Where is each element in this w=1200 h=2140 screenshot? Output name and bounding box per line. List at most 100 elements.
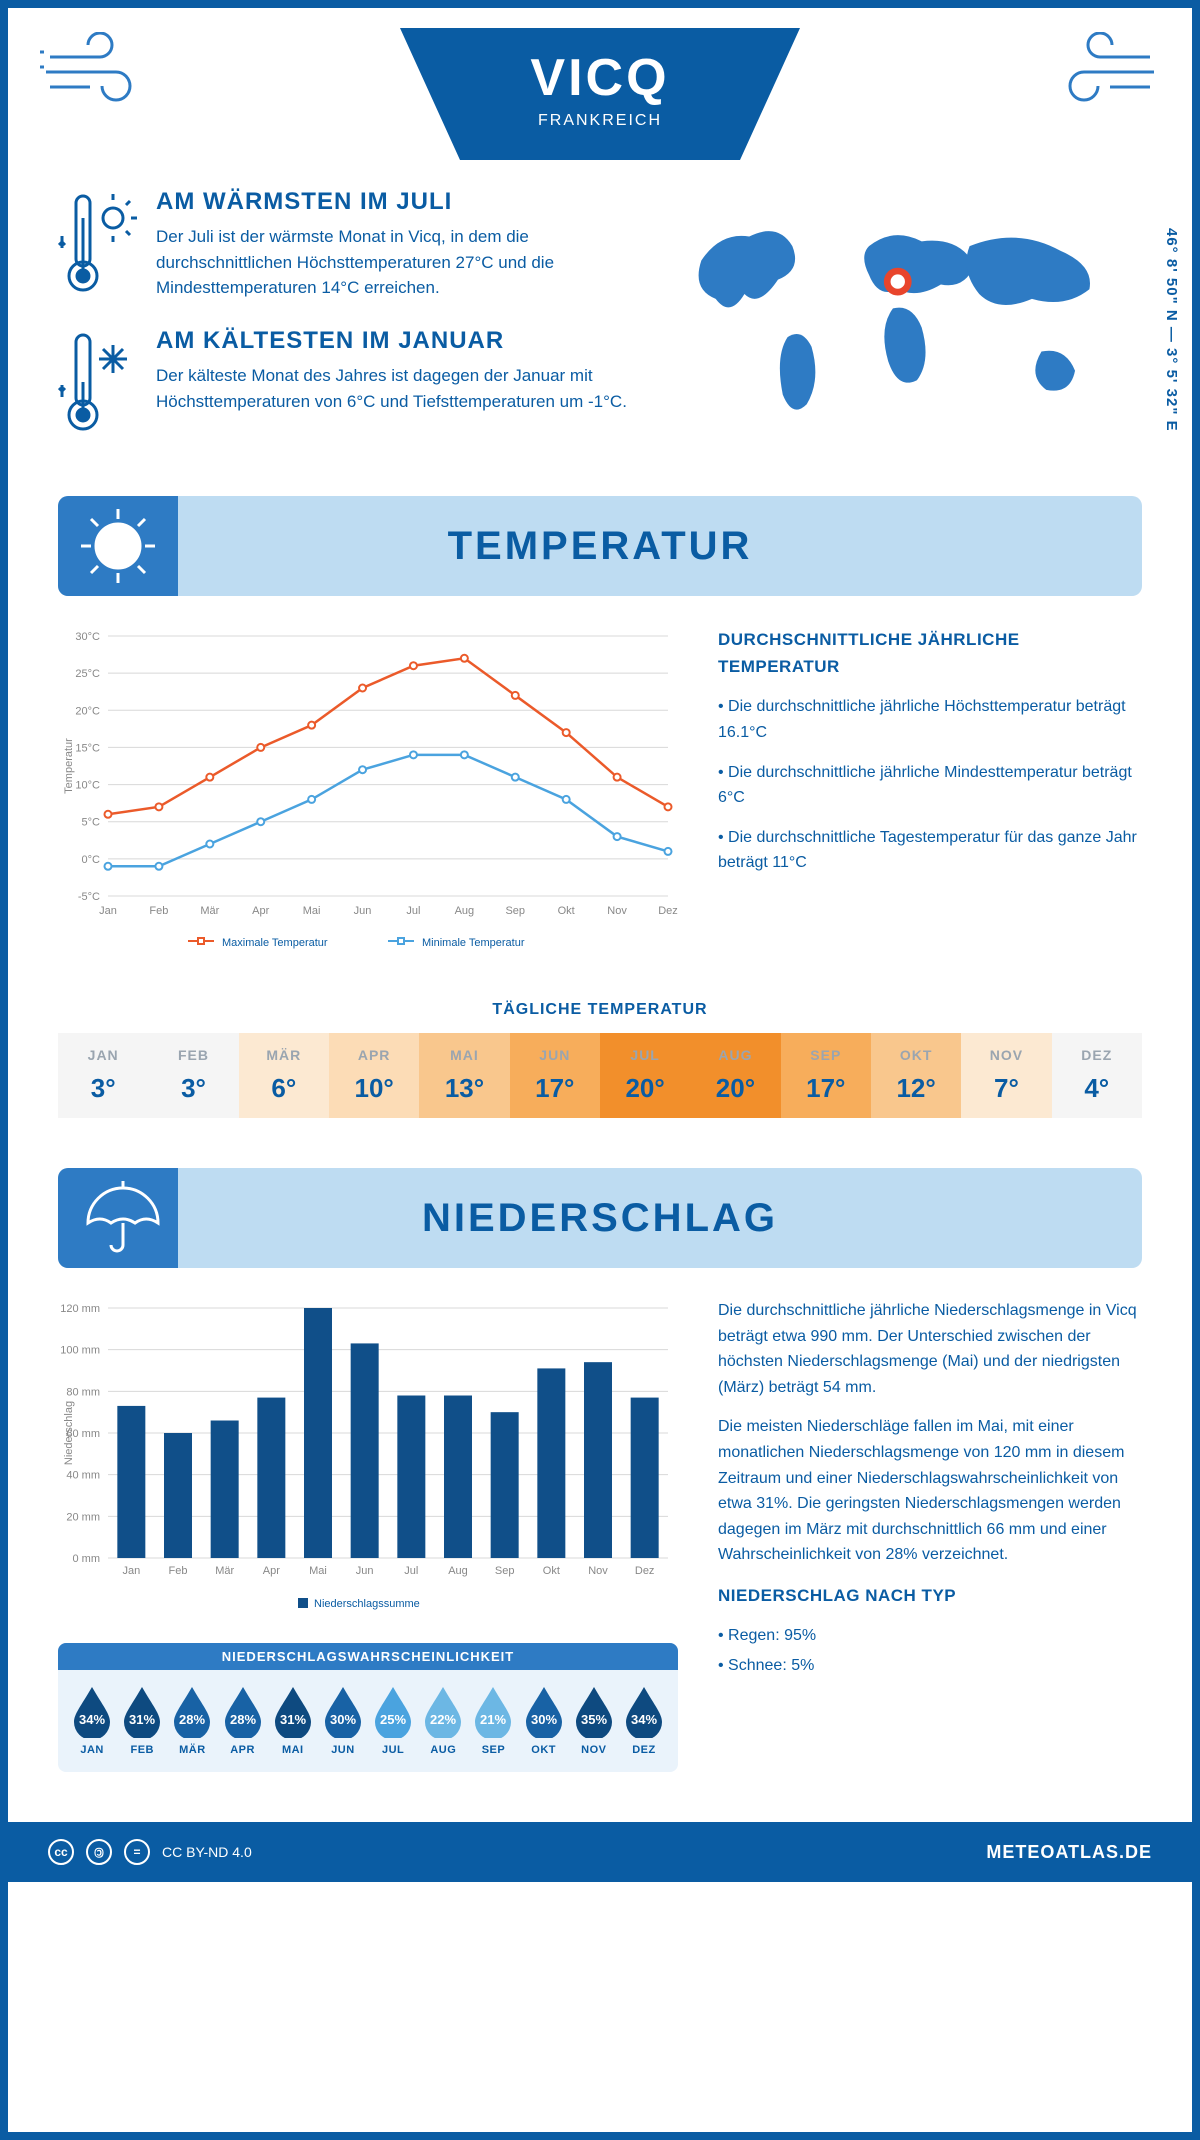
svg-text:-5°C: -5°C <box>78 891 100 903</box>
temp-cell: OKT12° <box>871 1033 961 1118</box>
svg-text:Mai: Mai <box>303 905 321 917</box>
license-text: CC BY-ND 4.0 <box>162 1844 252 1860</box>
svg-text:80 mm: 80 mm <box>66 1386 100 1398</box>
temp-cell: AUG20° <box>690 1033 780 1118</box>
svg-text:Mai: Mai <box>309 1565 327 1577</box>
temp-bullet-1: • Die durchschnittliche jährliche Höchst… <box>718 694 1142 745</box>
country-subtitle: FRANKREICH <box>400 112 800 130</box>
svg-text:Dez: Dez <box>658 905 678 917</box>
svg-text:30%: 30% <box>531 1712 557 1727</box>
svg-text:28%: 28% <box>179 1712 205 1727</box>
svg-text:40 mm: 40 mm <box>66 1470 100 1482</box>
precip-p1: Die durchschnittliche jährliche Niedersc… <box>718 1298 1142 1400</box>
coldest-fact: AM KÄLTESTEN IM JANUAR Der kälteste Mona… <box>58 327 633 442</box>
svg-text:22%: 22% <box>430 1712 456 1727</box>
svg-text:Mär: Mär <box>200 905 219 917</box>
svg-text:Jul: Jul <box>406 905 420 917</box>
precip-type-title: NIEDERSCHLAG NACH TYP <box>718 1582 1142 1609</box>
svg-text:Nov: Nov <box>607 905 627 917</box>
cc-icon: cc <box>48 1839 74 1865</box>
drop-item: 28%MÄR <box>168 1684 216 1756</box>
wind-icon <box>40 32 150 117</box>
temp-cell: JUN17° <box>510 1033 600 1118</box>
section-header-temperature: TEMPERATUR <box>58 496 1142 596</box>
daily-temp-title: TÄGLICHE TEMPERATUR <box>58 1001 1142 1019</box>
temperature-row: -5°C0°C5°C10°C15°C20°C25°C30°CJanFebMärA… <box>58 626 1142 971</box>
svg-text:Mär: Mär <box>215 1565 234 1577</box>
svg-text:Jun: Jun <box>354 905 372 917</box>
precipitation-title: NIEDERSCHLAG <box>178 1196 1142 1241</box>
sun-icon <box>58 496 178 596</box>
thermometer-snow-icon <box>58 327 138 442</box>
site-name: METEOATLAS.DE <box>986 1842 1152 1863</box>
temp-cell: MAI13° <box>419 1033 509 1118</box>
precip-probability-box: NIEDERSCHLAGSWAHRSCHEINLICHKEIT 34%JAN31… <box>58 1643 678 1772</box>
temp-cell: APR10° <box>329 1033 419 1118</box>
svg-text:34%: 34% <box>79 1712 105 1727</box>
svg-text:Apr: Apr <box>263 1565 280 1577</box>
svg-text:21%: 21% <box>480 1712 506 1727</box>
precipitation-row: 0 mm20 mm40 mm60 mm80 mm100 mm120 mmJanF… <box>58 1298 1142 1772</box>
drop-item: 21%SEP <box>469 1684 517 1756</box>
svg-text:Feb: Feb <box>169 1565 188 1577</box>
drop-item: 34%DEZ <box>620 1684 668 1756</box>
map-column: 46° 8' 50" N — 3° 5' 32" E <box>663 188 1142 466</box>
svg-text:Jan: Jan <box>122 1565 140 1577</box>
warmest-text: Der Juli ist der wärmste Monat in Vicq, … <box>156 224 633 301</box>
svg-text:15°C: 15°C <box>75 742 100 754</box>
title-banner: VICQ FRANKREICH <box>400 28 800 160</box>
temp-cell: JAN3° <box>58 1033 148 1118</box>
drop-item: 34%JAN <box>68 1684 116 1756</box>
svg-text:5°C: 5°C <box>82 817 101 829</box>
temp-cell: MÄR6° <box>239 1033 329 1118</box>
wind-icon <box>1050 32 1160 117</box>
license: cc 🄯 = CC BY-ND 4.0 <box>48 1839 252 1865</box>
world-map <box>663 188 1142 448</box>
svg-text:Jan: Jan <box>99 905 117 917</box>
temp-cell: DEZ4° <box>1052 1033 1142 1118</box>
drop-item: 25%JUL <box>369 1684 417 1756</box>
svg-text:25°C: 25°C <box>75 668 100 680</box>
svg-text:Nov: Nov <box>588 1565 608 1577</box>
page: VICQ FRANKREICH <box>0 0 1200 2140</box>
svg-text:Niederschlag: Niederschlag <box>63 1401 75 1465</box>
daily-temp-table: JAN3°FEB3°MÄR6°APR10°MAI13°JUN17°JUL20°A… <box>58 1033 1142 1118</box>
precipitation-text: Die durchschnittliche jährliche Niedersc… <box>718 1298 1142 1772</box>
nd-icon: = <box>124 1839 150 1865</box>
footer: cc 🄯 = CC BY-ND 4.0 METEOATLAS.DE <box>8 1822 1192 1882</box>
svg-text:0 mm: 0 mm <box>73 1553 101 1565</box>
svg-text:120 mm: 120 mm <box>60 1303 100 1315</box>
coldest-text: Der kälteste Monat des Jahres ist dagege… <box>156 363 633 414</box>
drop-item: 31%MAI <box>269 1684 317 1756</box>
svg-text:Temperatur: Temperatur <box>63 738 75 794</box>
svg-text:Sep: Sep <box>495 1565 515 1577</box>
drop-item: 31%FEB <box>118 1684 166 1756</box>
svg-text:10°C: 10°C <box>75 780 100 792</box>
svg-text:Sep: Sep <box>505 905 525 917</box>
temp-cell: FEB3° <box>148 1033 238 1118</box>
svg-text:Minimale Temperatur: Minimale Temperatur <box>422 937 525 949</box>
temperature-chart: -5°C0°C5°C10°C15°C20°C25°C30°CJanFebMärA… <box>58 626 678 971</box>
drop-item: 30%JUN <box>319 1684 367 1756</box>
temp-bullet-3: • Die durchschnittliche Tagestemperatur … <box>718 825 1142 876</box>
svg-text:Niederschlagssumme: Niederschlagssumme <box>314 1598 420 1610</box>
svg-text:25%: 25% <box>380 1712 406 1727</box>
header: VICQ FRANKREICH <box>8 8 1192 178</box>
precip-prob-title: NIEDERSCHLAGSWAHRSCHEINLICHKEIT <box>58 1643 678 1670</box>
svg-text:Aug: Aug <box>448 1565 468 1577</box>
temp-summary-title: DURCHSCHNITTLICHE JÄHRLICHE TEMPERATUR <box>718 626 1142 680</box>
svg-text:28%: 28% <box>230 1712 256 1727</box>
precip-type-2: • Schnee: 5% <box>718 1653 1142 1679</box>
coordinates: 46° 8' 50" N — 3° 5' 32" E <box>1163 228 1180 432</box>
temperature-title: TEMPERATUR <box>178 524 1142 569</box>
warmest-fact: AM WÄRMSTEN IM JULI Der Juli ist der wär… <box>58 188 633 303</box>
svg-text:35%: 35% <box>581 1712 607 1727</box>
svg-text:Okt: Okt <box>558 905 575 917</box>
coldest-title: AM KÄLTESTEN IM JANUAR <box>156 327 633 355</box>
content: AM WÄRMSTEN IM JULI Der Juli ist der wär… <box>8 178 1192 1822</box>
svg-text:Dez: Dez <box>635 1565 655 1577</box>
precipitation-chart: 0 mm20 mm40 mm60 mm80 mm100 mm120 mmJanF… <box>58 1298 678 1618</box>
facts-column: AM WÄRMSTEN IM JULI Der Juli ist der wär… <box>58 188 633 466</box>
svg-text:0°C: 0°C <box>82 854 101 866</box>
temp-cell: JUL20° <box>600 1033 690 1118</box>
